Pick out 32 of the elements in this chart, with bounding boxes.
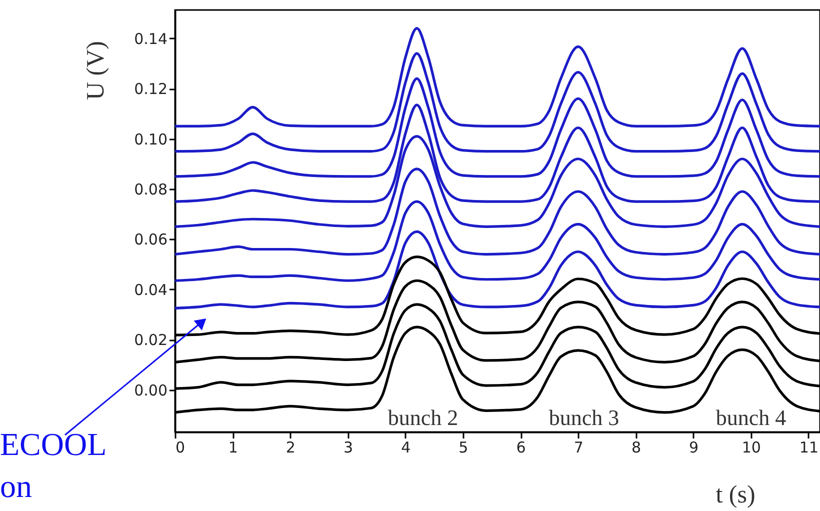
line-series [175,52,820,153]
y-tick-label: 0.10 [134,130,168,148]
text: ECOOL on [0,426,107,504]
x-tick-label: 2 [286,438,296,456]
x-tick-label: 7 [574,438,584,456]
y-tick-label: 0.08 [134,180,168,198]
x-tick-label: 1 [228,438,238,456]
line-series [175,200,820,282]
x-tick-label: 11 [799,438,819,456]
annotation: bunch 4 [716,405,786,430]
x-axis-title: t (s) [716,482,756,508]
x-tick-label: 3 [343,438,354,456]
line-series [175,168,820,256]
x-tick-label: 8 [631,438,641,456]
annotation: bunch 3 [548,405,620,430]
y-tick-label: 0.06 [134,230,168,249]
x-tick-label: 0 [176,438,186,456]
y-tick-label: 0.02 [134,331,168,350]
line-series [175,230,820,310]
x-tick-label: 5 [458,438,468,456]
y-tick-label: 0.12 [134,80,168,98]
line-series [175,77,820,178]
y-tick-label: 0.14 [134,30,168,48]
annotation: bunch 2 [388,405,458,430]
y-tick-label: 0.00 [134,381,168,400]
x-tick-label: 4 [401,438,411,456]
x-tick-label: 6 [516,438,526,456]
x-tick-label: 9 [689,438,699,456]
x-tick-label: 10 [742,438,761,456]
y-axis-title: U (V) [82,40,110,100]
line-series [175,27,820,128]
y-tick-label: 0.04 [134,280,168,299]
